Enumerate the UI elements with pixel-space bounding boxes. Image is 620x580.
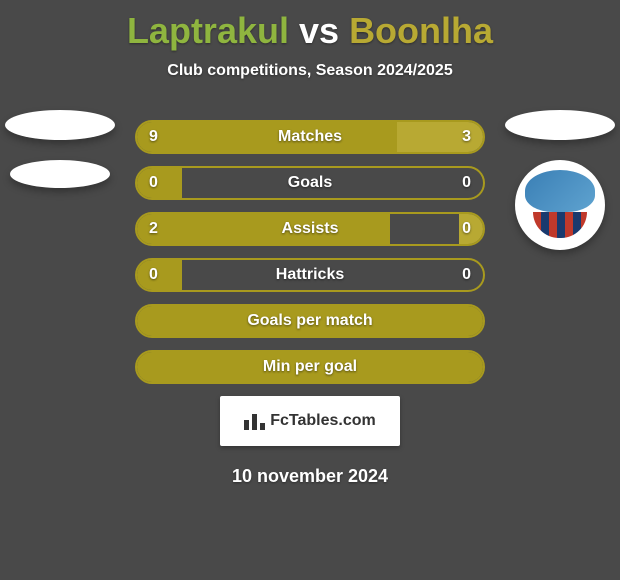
stat-value-left: 0 bbox=[149, 174, 158, 192]
player1-placeholder-ellipse bbox=[5, 110, 115, 140]
stat-value-right: 0 bbox=[462, 266, 471, 284]
player2-placeholder-ellipse bbox=[505, 110, 615, 140]
stat-value-left: 0 bbox=[149, 266, 158, 284]
stat-label: Goals per match bbox=[247, 312, 372, 330]
stat-row: Min per goal bbox=[135, 350, 485, 384]
player1-name: Laptrakul bbox=[127, 10, 289, 51]
stat-fill-left bbox=[137, 122, 397, 152]
stat-row: 0 0 Hattricks bbox=[135, 258, 485, 292]
date-label: 10 november 2024 bbox=[135, 466, 485, 487]
stat-row: 2 0 Assists bbox=[135, 212, 485, 246]
stat-label: Min per goal bbox=[263, 358, 357, 376]
player2-name: Boonlha bbox=[349, 10, 493, 51]
vs-text: vs bbox=[299, 10, 339, 51]
fctables-badge[interactable]: FcTables.com bbox=[220, 396, 400, 446]
stat-label: Goals bbox=[288, 174, 332, 192]
club-right-column bbox=[500, 110, 620, 250]
stat-label: Assists bbox=[282, 220, 339, 238]
club-left-column bbox=[0, 110, 120, 188]
fctables-text: FcTables.com bbox=[270, 412, 376, 430]
stat-fill-left bbox=[137, 260, 182, 290]
stat-value-right: 0 bbox=[462, 220, 471, 238]
stat-value-left: 2 bbox=[149, 220, 158, 238]
stat-row: 9 3 Matches bbox=[135, 120, 485, 154]
stat-row: 0 0 Goals bbox=[135, 166, 485, 200]
stat-label: Hattricks bbox=[276, 266, 344, 284]
comparison-title: Laptrakul vs Boonlha bbox=[0, 0, 620, 52]
stat-value-right: 0 bbox=[462, 174, 471, 192]
stat-fill-left bbox=[137, 168, 182, 198]
fctables-label: FcTables.com bbox=[244, 412, 376, 430]
club2-logo bbox=[515, 160, 605, 250]
stat-label: Matches bbox=[278, 128, 342, 146]
stats-container: 9 3 Matches 0 0 Goals 2 0 Assists 0 0 Hattricks Goal… bbox=[135, 120, 485, 487]
club1-placeholder-ellipse bbox=[10, 160, 110, 188]
subtitle: Club competitions, Season 2024/2025 bbox=[0, 62, 620, 80]
stat-value-right: 3 bbox=[462, 128, 471, 146]
stat-fill-left bbox=[137, 214, 390, 244]
bars-icon bbox=[244, 412, 266, 430]
stat-row: Goals per match bbox=[135, 304, 485, 338]
stat-value-left: 9 bbox=[149, 128, 158, 146]
